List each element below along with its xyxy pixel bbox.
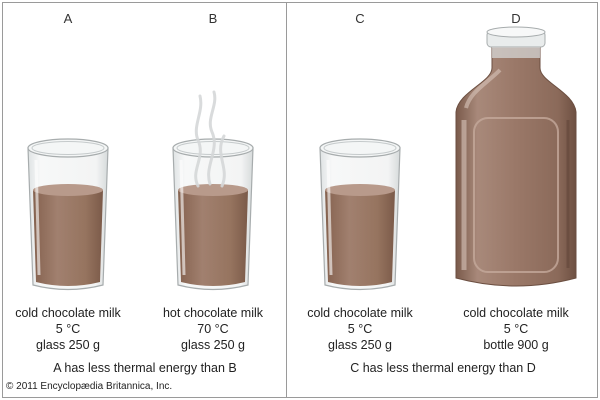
steam-wisps xyxy=(194,90,226,188)
milk-b xyxy=(178,190,248,286)
caption-d: cold chocolate milk 5 °C bottle 900 g xyxy=(446,305,586,353)
panel-right-frame xyxy=(286,2,598,398)
bottle-d xyxy=(455,26,577,287)
milk-a xyxy=(33,190,103,286)
glass-a xyxy=(27,138,109,291)
caption-a-container: glass 250 g xyxy=(36,338,100,352)
caption-b: hot chocolate milk 70 °C glass 250 g xyxy=(143,305,283,353)
label-c: C xyxy=(355,11,365,26)
caption-d-liquid: cold chocolate milk xyxy=(463,306,569,320)
caption-a: cold chocolate milk 5 °C glass 250 g xyxy=(0,305,138,353)
milk-surface-a xyxy=(33,184,103,196)
caption-d-container: bottle 900 g xyxy=(483,338,549,352)
caption-c: cold chocolate milk 5 °C glass 250 g xyxy=(290,305,430,353)
label-a: A xyxy=(63,11,73,26)
caption-c-liquid: cold chocolate milk xyxy=(307,306,413,320)
glass-b xyxy=(172,90,254,291)
caption-a-temperature: 5 °C xyxy=(55,322,81,336)
caption-b-container: glass 250 g xyxy=(181,338,245,352)
milk-surface-c xyxy=(325,184,395,196)
caption-a-liquid: cold chocolate milk xyxy=(15,306,121,320)
label-d: D xyxy=(511,11,521,26)
caption-c-temperature: 5 °C xyxy=(347,322,373,336)
caption-b-temperature: 70 °C xyxy=(197,322,229,336)
caption-b-liquid: hot chocolate milk xyxy=(162,306,264,320)
glass-c xyxy=(319,138,401,291)
caption-c-container: glass 250 g xyxy=(328,338,392,352)
comparison-cd: C has less thermal energy than D xyxy=(350,361,536,375)
bottle-label-panel xyxy=(473,117,559,273)
copyright-credit: © 2011 Encyclopædia Britannica, Inc. xyxy=(6,381,173,392)
caption-d-temperature: 5 °C xyxy=(503,322,529,336)
milk-surface-b xyxy=(178,184,248,196)
comparison-ab: A has less thermal energy than B xyxy=(53,361,237,375)
milk-c xyxy=(325,190,395,286)
label-b: B xyxy=(208,11,218,26)
